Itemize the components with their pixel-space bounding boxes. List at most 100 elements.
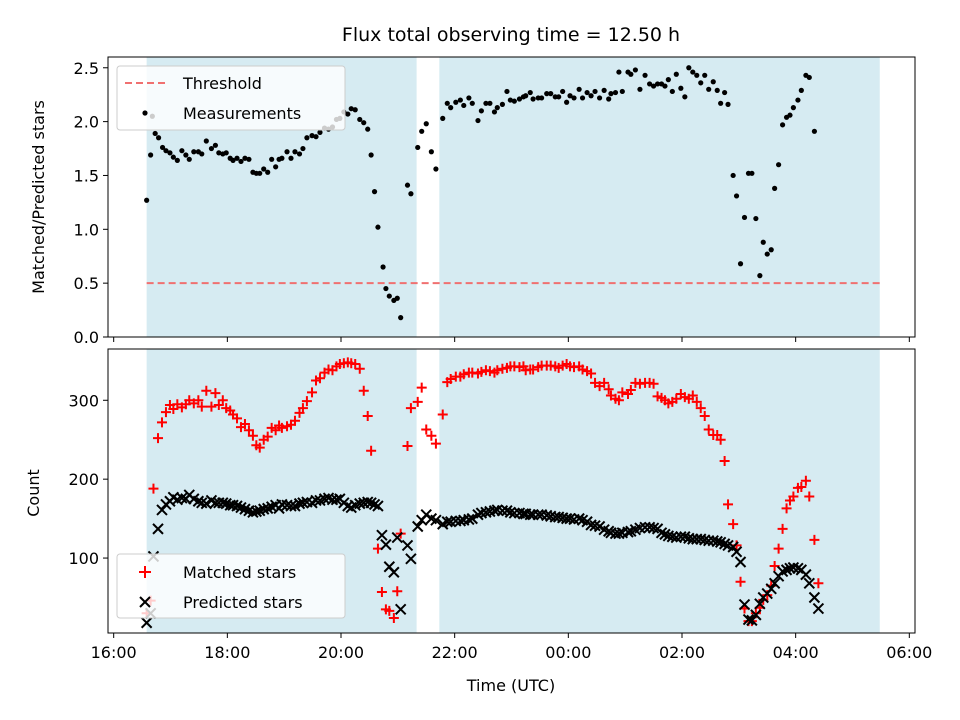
measurement-point	[170, 154, 176, 160]
predicted-star-point	[808, 591, 821, 604]
matched-star-point	[392, 586, 403, 597]
measurement-point	[523, 93, 529, 99]
measurement-point	[491, 109, 498, 115]
measurement-point	[408, 191, 414, 197]
matched-star-point	[804, 491, 815, 502]
matched-star-point	[254, 442, 265, 453]
matched-star-point	[695, 403, 706, 414]
matched-star-point	[577, 364, 588, 375]
chart-title: Flux total observing time = 12.50 h	[342, 24, 680, 46]
measurement-point	[790, 105, 796, 111]
measurement-point	[179, 148, 185, 154]
measurement-point	[345, 111, 351, 117]
measurement-point	[601, 87, 607, 93]
predicted-star-point	[412, 520, 424, 533]
matched-star-point	[412, 396, 423, 407]
measurement-point	[579, 95, 586, 101]
matched-star-point	[366, 445, 377, 456]
measurement-point	[494, 105, 500, 111]
matched-star-point	[687, 390, 698, 401]
measurement-point	[423, 121, 429, 127]
matched-star-point	[492, 365, 503, 376]
matched-star-point	[445, 373, 456, 384]
matched-star-point	[232, 413, 243, 424]
measurement-point	[167, 150, 173, 156]
measurement-point	[273, 164, 279, 170]
measurement-point	[650, 83, 657, 89]
predicted-star-point	[401, 539, 414, 552]
measurement-point	[592, 88, 598, 95]
measurement-point	[230, 157, 236, 163]
measurement-point	[265, 169, 271, 175]
measurement-point	[698, 80, 704, 86]
measurement-point	[584, 89, 590, 96]
measurement-point	[246, 156, 252, 162]
measurement-point	[261, 166, 267, 172]
measurement-point	[269, 156, 275, 162]
measurement-point	[576, 86, 582, 92]
measurement-point	[257, 170, 263, 176]
matched-star-point	[416, 382, 427, 393]
measurement-point	[212, 142, 219, 148]
predicted-star-point	[140, 617, 153, 629]
predicted-star-point	[405, 553, 417, 565]
predicted-star-point	[388, 566, 400, 578]
measurement-point	[469, 100, 475, 106]
matched-star-point	[813, 578, 824, 589]
predicted-star-point	[472, 508, 484, 521]
matched-star-point	[239, 418, 250, 429]
measurement-point	[361, 120, 367, 126]
measurement-point	[646, 81, 653, 87]
measurement-point	[612, 89, 619, 96]
predicted-star-point	[711, 535, 723, 548]
predicted-star-point	[372, 500, 384, 512]
measurement-point	[453, 99, 459, 105]
measurement-point	[216, 150, 222, 156]
predicted-star-point	[391, 531, 403, 544]
y-tick-label: 0.0	[74, 328, 99, 347]
measurement-point	[380, 264, 386, 270]
measurement-point	[394, 295, 400, 301]
measurement-point	[300, 145, 306, 152]
measurement-point	[457, 97, 463, 103]
matched-star-point	[800, 475, 811, 486]
matched-star-point	[217, 395, 228, 406]
predicted-star-point	[330, 493, 343, 506]
matched-star-point	[196, 401, 207, 412]
measurement-point	[567, 93, 573, 99]
measurement-point	[811, 128, 818, 134]
matched-star-point	[586, 368, 597, 379]
count-points	[140, 357, 825, 629]
x-tick-label: 16:00	[91, 643, 137, 662]
predicted-star-point	[800, 568, 812, 581]
matched-star-point	[289, 415, 300, 426]
measurement-point	[279, 155, 285, 161]
measurement-point	[148, 152, 154, 158]
measurement-point	[730, 172, 736, 179]
predicted-star-point	[310, 494, 322, 507]
measurement-point	[673, 71, 679, 77]
matched-star-point	[388, 613, 399, 624]
predicted-star-point	[463, 513, 475, 526]
predicted-star-point	[508, 507, 521, 519]
matched-star-point	[421, 424, 432, 435]
measurement-point	[317, 129, 323, 135]
measurement-point	[642, 72, 648, 78]
measurement-point	[616, 69, 622, 75]
matched-star-point	[617, 387, 628, 398]
measurement-point	[682, 94, 688, 100]
matched-star-point	[625, 385, 636, 396]
measurement-point	[606, 96, 612, 102]
measurement-point	[419, 128, 425, 134]
measurement-point	[371, 189, 378, 195]
measurement-point	[208, 145, 215, 152]
matched-star-point	[728, 519, 739, 530]
matched-star-point	[719, 456, 730, 467]
predicted-star-point	[754, 598, 766, 610]
measurement-point	[511, 98, 517, 104]
matched-star-point	[715, 434, 726, 445]
measurement-point	[530, 96, 536, 102]
matched-star-point	[699, 411, 710, 422]
matched-star-point	[210, 388, 221, 399]
measurement-point	[487, 100, 493, 106]
